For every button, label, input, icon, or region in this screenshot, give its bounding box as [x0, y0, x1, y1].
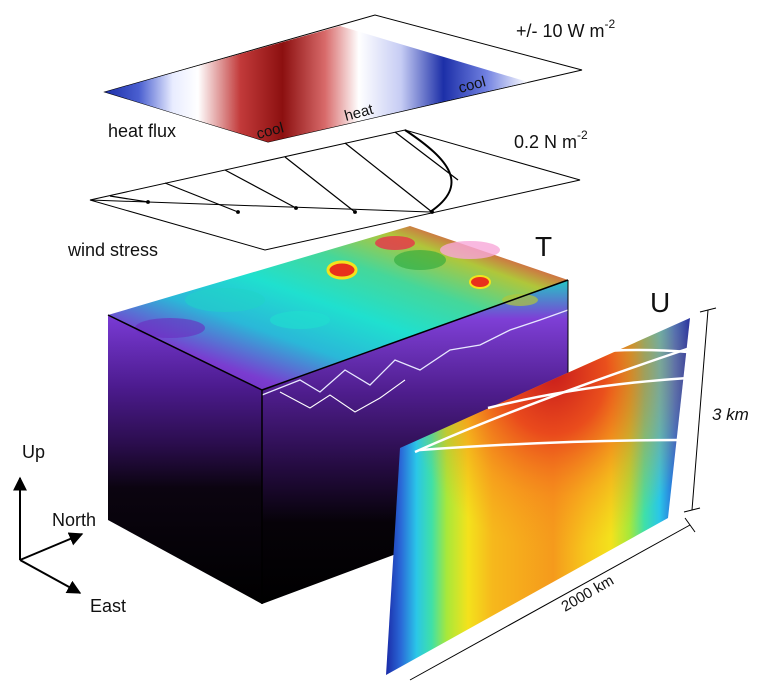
wind-stress-panel: wind stress 0.2 N m-2 [67, 128, 588, 260]
depth-scale-line [691, 309, 709, 511]
section-isotherm [414, 346, 691, 454]
section-isotherm [419, 438, 681, 452]
wind-stress-scale: 0.2 N m-2 [514, 128, 588, 152]
velocity-label: U [650, 287, 670, 318]
section-isotherm [589, 348, 689, 354]
orientation-axes: Up North East [13, 442, 126, 616]
wind-stress-label: wind stress [67, 240, 158, 260]
section-isotherm [487, 376, 689, 410]
width-label: 2000 km [559, 572, 617, 615]
heat-flux-band-cool-right: cool [457, 73, 488, 97]
wind-vector [284, 156, 357, 214]
width-scale-tick [684, 517, 696, 533]
velocity-jet-core [386, 318, 690, 675]
east-axis [19, 559, 82, 594]
width-scale-line [409, 524, 691, 681]
wind-vector [109, 195, 150, 204]
depth-scale-tick [699, 307, 717, 313]
depth-scale-tick [683, 507, 701, 513]
up-axis-label: Up [22, 442, 45, 462]
wind-vector [164, 182, 240, 214]
heat-flux-panel: cool heat cool heat flux +/- 10 W m-2 [103, 14, 616, 143]
east-axis-label: East [90, 596, 126, 616]
isotherm-line [261, 309, 569, 396]
heat-flux-band-cool-left: cool [255, 119, 286, 143]
temperature-label: T [535, 231, 552, 262]
north-axis [19, 532, 84, 561]
heat-flux-label: heat flux [108, 121, 176, 141]
wind-base-line [89, 199, 431, 213]
box-top-face [108, 226, 568, 390]
wind-stress-profile [404, 129, 453, 213]
box-front-face [108, 315, 262, 604]
surface-eddies [135, 236, 538, 338]
depth-label: 3 km [712, 405, 749, 424]
heat-flux-scale: +/- 10 W m-2 [516, 17, 616, 41]
north-axis-label: North [52, 510, 96, 530]
isotherm-line [279, 379, 406, 413]
wind-vector [394, 131, 459, 181]
wind-vector [224, 169, 298, 210]
wind-vector [344, 142, 434, 214]
wind-stress-outline [89, 129, 581, 251]
temperature-box: T [107, 226, 569, 604]
heat-flux-bands [105, 26, 528, 142]
